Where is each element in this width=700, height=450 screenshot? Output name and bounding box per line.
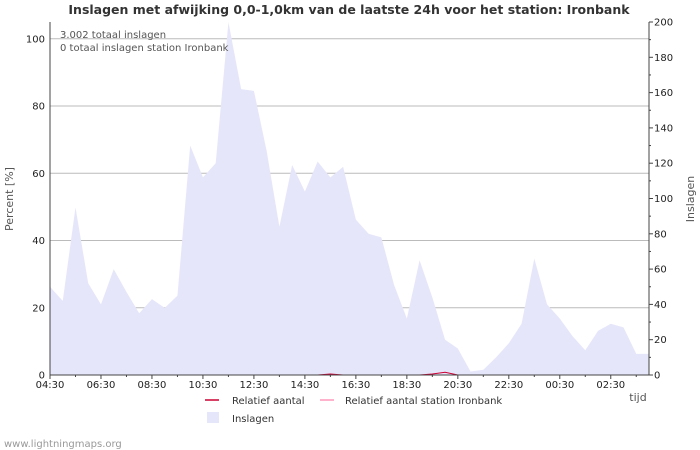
y-right-tick-label: 0	[654, 371, 660, 382]
tick-labels: 0 20 40 60 80 100 0 20 40 60 80 100 120 140 160 180 200 0…	[26, 18, 673, 392]
legend-label-inslagen: Inslagen	[232, 414, 274, 425]
y-right-tick-label: 20	[654, 335, 667, 346]
y-left-tick-label: 20	[32, 303, 45, 314]
x-tick-label: 14:30	[290, 380, 319, 391]
legend-label-relatief: Relatief aantal	[232, 396, 305, 407]
y-left-tick-label: 80	[32, 102, 45, 113]
y-right-tick-label: 200	[654, 18, 673, 29]
y-left-tick-label: 40	[32, 236, 45, 247]
chart-title: Inslagen met afwijking 0,0-1,0km van de …	[68, 2, 630, 17]
annotation-station: 0 totaal inslagen station Ironbank	[60, 43, 229, 54]
x-tick-label: 10:30	[189, 380, 218, 391]
x-tick-label: 20:30	[443, 380, 472, 391]
legend-label-relatief-station: Relatief aantal station Ironbank	[345, 396, 502, 407]
x-tick-label: 18:30	[392, 380, 421, 391]
area-layer	[50, 22, 649, 375]
x-tick-label: 16:30	[341, 380, 370, 391]
x-tick-label: 04:30	[36, 380, 65, 391]
x-tick-label: 00:30	[545, 380, 574, 391]
x-tick-label: 12:30	[240, 380, 269, 391]
y-right-tick-label: 100	[654, 194, 673, 205]
source-credit: www.lightningmaps.org	[4, 439, 122, 450]
legend: Relatief aantal Relatief aantal station …	[205, 396, 502, 425]
y-right-tick-label: 180	[654, 53, 673, 64]
axes	[49, 21, 653, 379]
series-area-inslagen	[50, 22, 649, 375]
y-axis-right-label: Inslagen	[684, 176, 697, 222]
y-left-tick-label: 100	[26, 34, 45, 45]
x-tick-label: 02:30	[596, 380, 625, 391]
x-axis-label: tijd	[629, 391, 646, 404]
x-tick-label: 22:30	[494, 380, 523, 391]
x-tick-label: 06:30	[87, 380, 116, 391]
annotation-total: 3.002 totaal inslagen	[60, 30, 166, 41]
y-right-tick-label: 40	[654, 300, 667, 311]
y-left-tick-label: 60	[32, 169, 45, 180]
legend-swatch-inslagen	[207, 412, 219, 423]
y-right-tick-label: 120	[654, 159, 673, 170]
y-right-tick-label: 80	[654, 229, 667, 240]
y-right-tick-label: 160	[654, 88, 673, 99]
y-left-tick-label: 0	[39, 371, 45, 382]
x-tick-label: 08:30	[138, 380, 167, 391]
y-axis-left-label: Percent [%]	[3, 167, 16, 231]
y-right-tick-label: 140	[654, 123, 673, 134]
y-right-tick-label: 60	[654, 265, 667, 276]
